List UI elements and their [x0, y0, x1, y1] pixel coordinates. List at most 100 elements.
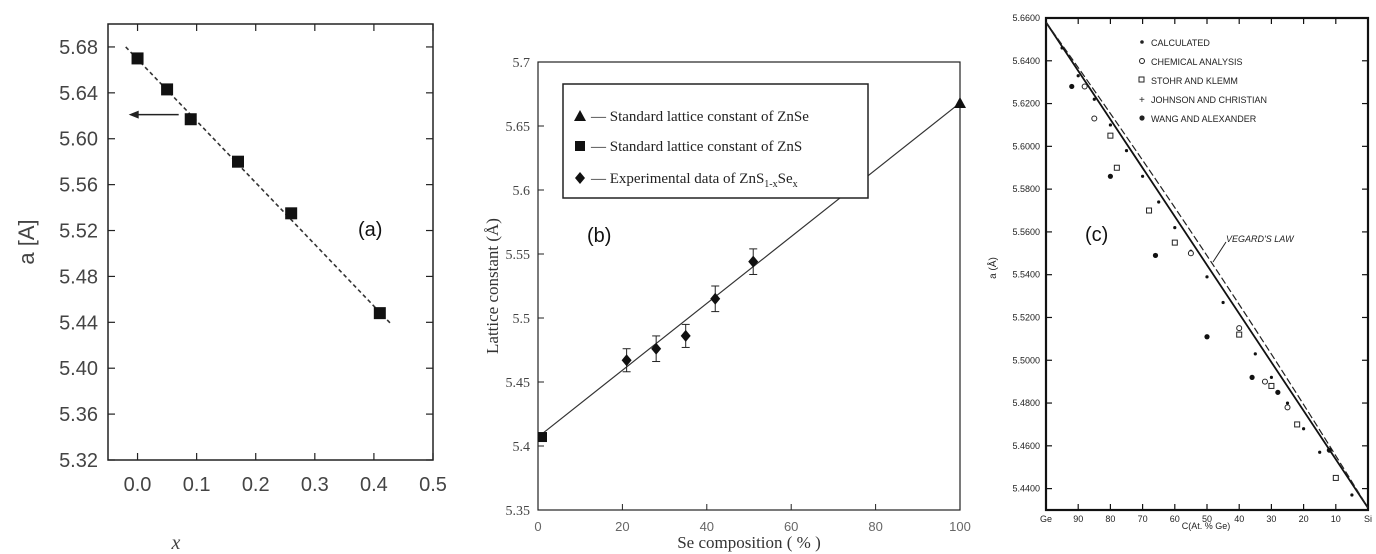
y-tick-label: 5.32 — [59, 450, 98, 472]
x-tick-label: 40 — [1234, 514, 1244, 524]
chemical-analysis-point — [1081, 83, 1088, 90]
y-tick-label: 5.6 — [513, 184, 531, 199]
legend-stohr-marker — [1138, 76, 1145, 83]
x-tick-label: 0.3 — [301, 474, 329, 496]
y-tick-label: 5.35 — [506, 504, 531, 519]
y-tick-label: 5.5400 — [1012, 270, 1040, 280]
calculated-point — [1221, 300, 1225, 305]
panel-a-tag: (a) — [358, 219, 382, 241]
legend-triangle-marker — [574, 110, 586, 121]
x-tick-label: Ge — [1040, 514, 1052, 524]
calculated-point — [1302, 427, 1306, 431]
panel-a-xlabel: x — [171, 532, 181, 554]
data-point — [285, 207, 298, 220]
y-tick-label: 5.65 — [506, 120, 531, 135]
calculated-point — [1253, 352, 1257, 356]
calculated-point — [1350, 493, 1354, 497]
y-tick-label: 5.56 — [59, 175, 98, 197]
panel-b-tag: (b) — [587, 225, 611, 247]
y-tick-label: 5.7 — [513, 56, 531, 71]
panel-a-frame — [107, 23, 434, 461]
y-tick-label: 5.52 — [59, 221, 98, 243]
x-tick-label: 0.2 — [242, 474, 270, 496]
panel-b-legend: — Standard lattice constant of ZnSe — St… — [562, 83, 869, 199]
wang-alexander-point — [1275, 389, 1281, 395]
panel-a: 5.32 5.36 5.40 5.44 5.48 5.52 5.56 5.60 5.64 5.68… — [14, 23, 447, 554]
x-tick-label: 80 — [1105, 514, 1115, 524]
legend-calculated-marker — [1140, 40, 1144, 44]
legend-entry-experimental-sub: 1-x — [764, 179, 777, 190]
y-tick-label: 5.4400 — [1012, 484, 1040, 494]
panel-c-y-ticks: 5.6600 5.6400 5.6200 5.6000 5.5800 5.5600 5.54… — [1012, 13, 1368, 494]
calculated-point — [1285, 401, 1290, 405]
legend-stohr-klemm: STOHR AND KLEMM — [1151, 76, 1238, 86]
x-tick-label: 30 — [1266, 514, 1276, 524]
x-tick-label: 0 — [534, 519, 541, 534]
wang-alexander-point — [1249, 374, 1255, 380]
x-tick-label: 100 — [949, 519, 971, 534]
calculated-point — [1108, 123, 1112, 127]
y-tick-label: 5.6400 — [1012, 56, 1040, 66]
y-tick-label: 5.5200 — [1012, 312, 1040, 322]
data-point — [232, 155, 244, 168]
x-tick-label: 60 — [784, 519, 798, 534]
x-tick-label: 0.0 — [124, 474, 152, 496]
y-tick-label: 5.5000 — [1012, 355, 1040, 365]
x-tick-label: 70 — [1138, 514, 1148, 524]
data-point-experimental — [680, 329, 691, 342]
data-point-znse — [954, 96, 966, 108]
stohr-klemm-point — [1113, 164, 1120, 171]
x-tick-label: 90 — [1073, 514, 1083, 524]
legend-square-marker — [575, 141, 585, 151]
panel-c-vegard-label: VEGARD'S LAW — [1226, 234, 1295, 244]
data-point — [373, 307, 386, 320]
y-tick-label: 5.68 — [59, 37, 98, 59]
data-point-experimental — [621, 354, 632, 367]
y-tick-label: 5.48 — [59, 266, 98, 288]
y-tick-label: 5.44 — [59, 312, 98, 334]
panel-b-xlabel: Se composition ( % ) — [677, 533, 821, 552]
y-tick-label: 5.4 — [513, 440, 531, 455]
legend-entry-experimental-main: — Experimental data of ZnS — [590, 171, 764, 187]
y-tick-label: 5.5600 — [1012, 227, 1040, 237]
y-tick-label: 5.4600 — [1012, 441, 1040, 451]
calculated-point — [1060, 46, 1064, 50]
x-tick-label: 60 — [1170, 514, 1180, 524]
calculated-point — [1076, 74, 1080, 78]
panel-a-ylabel: a [A] — [14, 219, 39, 264]
vegard-law-line — [1045, 21, 1369, 509]
data-point — [184, 113, 197, 126]
calculated-point — [1157, 200, 1161, 204]
calculated-line — [1045, 21, 1369, 509]
data-point-experimental — [651, 342, 662, 355]
y-tick-label: 5.64 — [59, 83, 98, 105]
data-point — [131, 52, 144, 65]
panel-c-points — [1060, 46, 1354, 497]
panel-b-fit-line — [537, 102, 961, 438]
data-point — [161, 83, 174, 96]
panel-b: 5.35 5.4 5.45 5.5 5.55 5.6 5.65 5.7 0 20 40 60 80 10… — [483, 56, 971, 552]
y-tick-label: 5.4800 — [1012, 398, 1040, 408]
wang-alexander-point — [1326, 447, 1332, 453]
y-tick-label: 5.6600 — [1012, 13, 1040, 23]
stohr-klemm-point — [1294, 421, 1301, 428]
x-tick-label: 0.4 — [360, 474, 388, 496]
panel-b-y-ticks: 5.35 5.4 5.45 5.5 5.55 5.6 5.65 5.7 — [506, 56, 544, 519]
y-tick-label: 5.45 — [506, 376, 531, 391]
legend-entry-zns: — Standard lattice constant of ZnS — [590, 139, 802, 155]
y-tick-label: 5.36 — [59, 404, 98, 426]
panel-c-x-ticks: Ge 90 80 70 60 50 40 30 20 10 Si — [1040, 18, 1372, 524]
calculated-point — [1092, 97, 1096, 101]
calculated-point — [1318, 450, 1322, 454]
calculated-point — [1205, 275, 1209, 279]
x-tick-label: 0.5 — [419, 474, 447, 496]
calculated-point — [1269, 375, 1273, 379]
chemical-analysis-point — [1261, 378, 1268, 385]
y-tick-label: 5.55 — [506, 248, 531, 263]
x-tick-label: 50 — [1202, 514, 1212, 524]
x-tick-label: 10 — [1331, 514, 1341, 524]
data-point-experimental — [710, 292, 721, 305]
arrow-head — [128, 110, 139, 119]
calculated-point — [1141, 174, 1145, 178]
